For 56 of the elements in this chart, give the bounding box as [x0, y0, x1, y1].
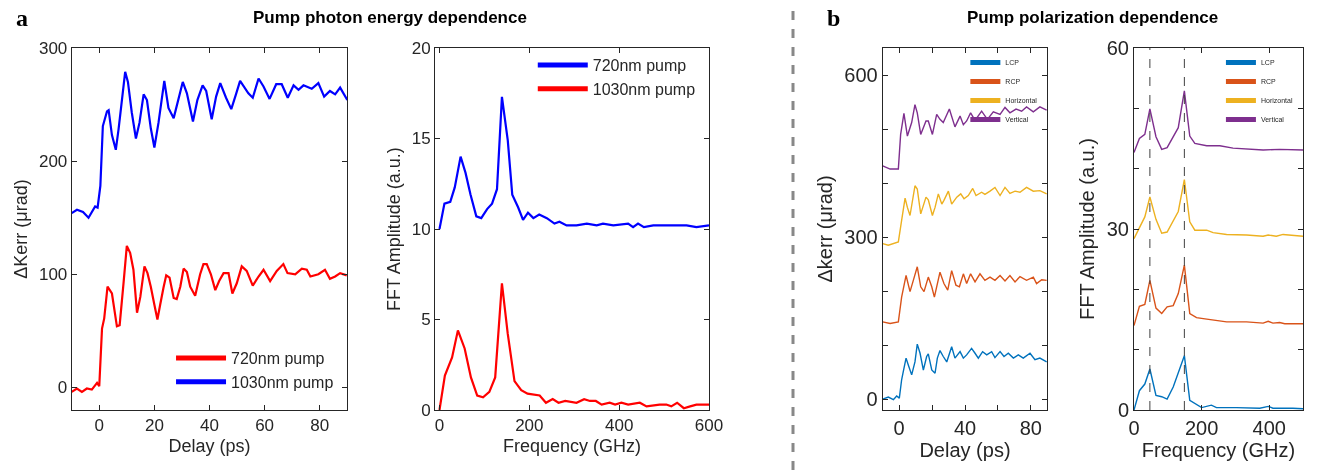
x-tick-label: 0 [94, 416, 104, 436]
line-series [438, 282, 709, 410]
x-tick-label: 80 [310, 416, 330, 436]
line-series [882, 266, 1048, 325]
line-series [882, 104, 1048, 170]
legend-label: 720nm pump [592, 57, 687, 75]
y-tick-label: 300 [38, 38, 68, 58]
x-tick-label: 600 [694, 416, 724, 436]
x-axis-title: Frequency (GHz) [502, 435, 642, 456]
x-tick-label: 80 [1019, 417, 1042, 439]
line-series [71, 70, 348, 219]
x-tick-label: 400 [1252, 417, 1286, 439]
legend-label: 1030nm pump [231, 374, 334, 392]
line-series [1134, 355, 1303, 410]
line-series [1134, 178, 1303, 240]
line-series [71, 244, 348, 393]
y-tick-label: 300 [844, 226, 878, 249]
y-tick-label: 20 [411, 38, 431, 58]
y-tick-label: 5 [421, 310, 431, 330]
y-tick-label: 0 [866, 388, 878, 411]
y-tick-label: 0 [421, 400, 431, 420]
y-tick-label: 30 [1106, 218, 1129, 240]
x-tick-label: 20 [144, 416, 164, 436]
x-tick-label: 0 [434, 416, 445, 436]
text: Pump polarization dependence [967, 8, 1219, 27]
y-axis-title: Δkerr (μrad) [813, 175, 836, 283]
text: b [827, 5, 841, 31]
x-axis-title: Delay (ps) [919, 439, 1011, 461]
y-tick-label: 15 [411, 129, 431, 149]
legend-label: 1030nm pump [592, 80, 696, 98]
y-tick-label: 10 [411, 219, 431, 239]
line-series [1134, 90, 1303, 154]
y-tick-label: 60 [1106, 37, 1129, 59]
y-axis-title: FFT Amplitude (a.u.) [1076, 138, 1099, 320]
line-series [882, 185, 1048, 246]
x-tick-label: 200 [1184, 417, 1219, 439]
legend-label: 720nm pump [231, 350, 325, 368]
y-axis-title: FFT Amplitude (a.u.) [383, 147, 404, 311]
y-tick-label: 600 [844, 64, 878, 87]
x-tick-label: 40 [200, 416, 219, 436]
x-tick-label: 200 [515, 416, 544, 436]
y-tick-label: 0 [1117, 399, 1129, 421]
y-tick-label: 100 [38, 265, 68, 285]
y-tick-label: 0 [57, 378, 68, 398]
x-tick-label: 60 [255, 416, 275, 436]
x-axis-title: Delay (ps) [168, 435, 251, 456]
x-tick-label: 40 [953, 417, 977, 439]
line-series [882, 343, 1048, 401]
y-tick-label: 200 [38, 152, 68, 172]
text: Pump photon energy dependence [253, 8, 527, 27]
line-series [1134, 264, 1303, 327]
y-axis-title: ΔKerr (μrad) [11, 179, 32, 279]
text: a [16, 5, 28, 31]
x-tick-label: 0 [893, 417, 905, 439]
x-axis-title: Frequency (GHz) [1141, 439, 1296, 461]
x-tick-label: 400 [604, 416, 634, 436]
